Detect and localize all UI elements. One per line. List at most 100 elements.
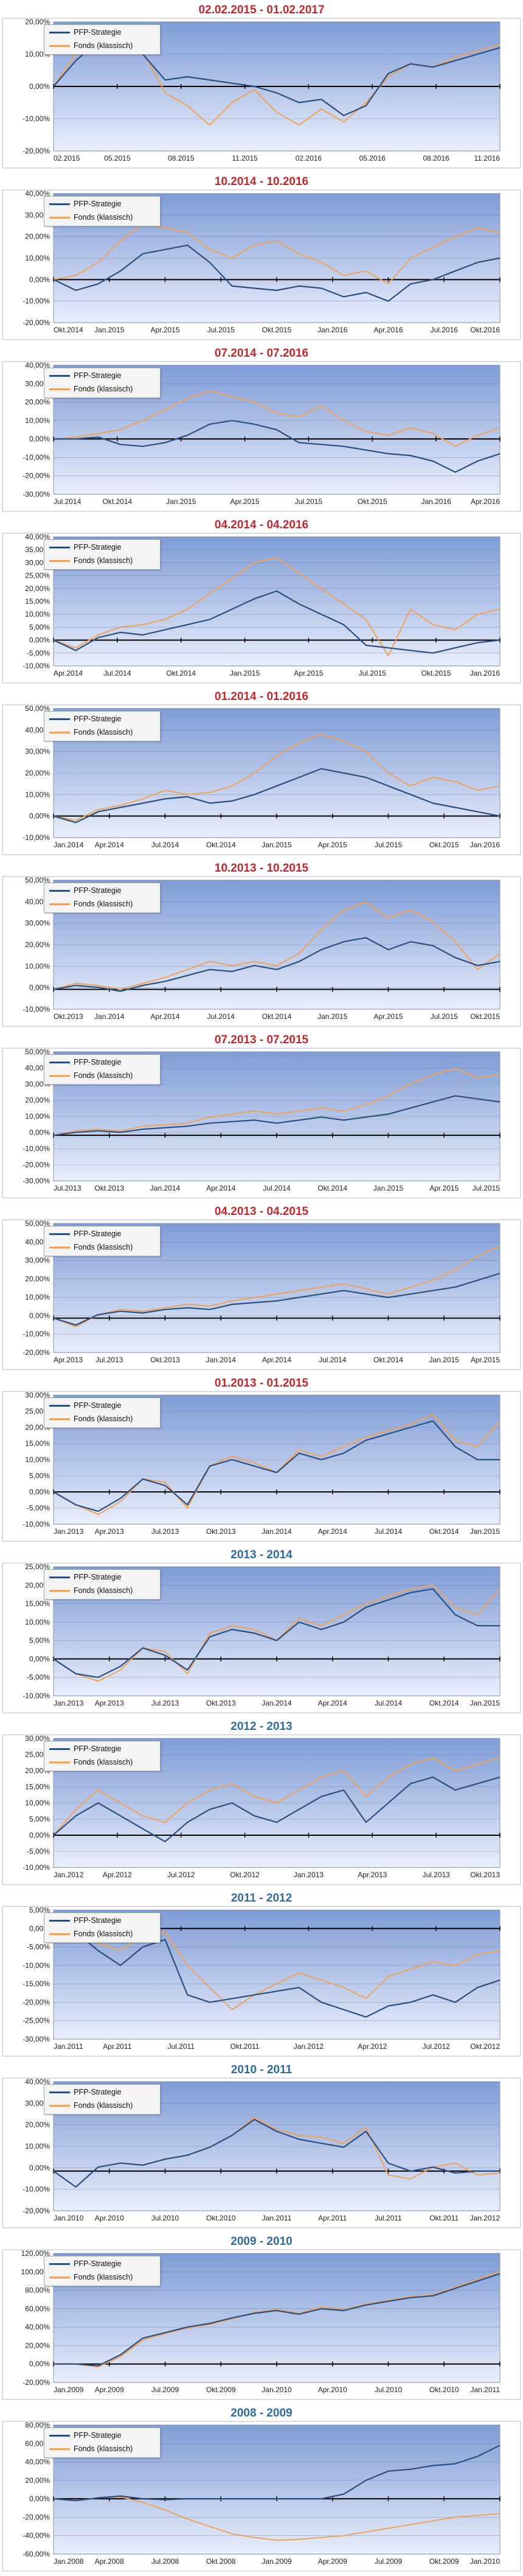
x-tick-label: Apr.2014 bbox=[318, 1527, 347, 1536]
y-tick-label: 0,00% bbox=[29, 812, 50, 821]
chart-title: 10.2014 - 10.2016 bbox=[214, 175, 309, 188]
legend-swatch-strategy bbox=[49, 2091, 70, 2094]
x-tick-label: Apr.2008 bbox=[95, 2557, 124, 2566]
legend-swatch-strategy bbox=[49, 1233, 70, 1236]
x-tick-label: Jan.2012 bbox=[470, 2214, 500, 2222]
y-tick-label: 0,00% bbox=[29, 1311, 50, 1320]
x-tick-label: Apr.2011 bbox=[103, 2042, 131, 2051]
y-tick-label: 20,00% bbox=[25, 2341, 50, 2350]
chart-legend: PFP-Strategie Fonds (klassisch) bbox=[44, 1054, 161, 1085]
y-tick-label: 0,00% bbox=[29, 984, 50, 992]
y-tick-label: -10,00% bbox=[23, 1961, 50, 1970]
x-tick-label: Jul.2015 bbox=[473, 1184, 500, 1192]
x-tick-label: Okt.2013 bbox=[94, 1184, 124, 1192]
series-line-strategy bbox=[54, 2273, 500, 2367]
chart-title: 02.02.2015 - 01.02.2017 bbox=[198, 4, 325, 16]
y-tick-label: 50,00% bbox=[25, 704, 50, 713]
x-tick-label: Jul.2012 bbox=[167, 1871, 195, 1879]
legend-entry-strategy: PFP-Strategie bbox=[49, 713, 122, 725]
chart-title: 07.2013 - 07.2015 bbox=[214, 1034, 309, 1046]
y-tick-label: 5,00% bbox=[29, 1906, 50, 1914]
x-tick-label: Apr.2014 bbox=[54, 669, 83, 677]
x-tick-label: Okt.2008 bbox=[206, 2557, 236, 2566]
legend-label-fund: Fonds (klassisch) bbox=[74, 1243, 133, 1251]
x-tick-label: Jul.2013 bbox=[95, 1356, 123, 1364]
chart-legend: PFP-Strategie Fonds (klassisch) bbox=[44, 539, 161, 570]
chart-svg: 50,00%40,00%30,00%20,00%10,00%0,00%-10,0… bbox=[2, 876, 521, 1027]
y-tick-label: -5,00% bbox=[27, 1504, 50, 1513]
x-tick-label: Okt.2015 bbox=[262, 326, 292, 334]
y-tick-label: -5,00% bbox=[27, 1673, 50, 1682]
legend-entry-strategy: PFP-Strategie bbox=[49, 884, 122, 897]
y-tick-label: 40,00% bbox=[25, 189, 50, 198]
y-tick-label: -10,00% bbox=[23, 1005, 50, 1013]
series-line-strategy bbox=[53, 1928, 500, 2018]
y-tick-label: 10,00% bbox=[25, 1293, 50, 1301]
chart-panel: 10.2013 - 10.2015 50,00% 40,00% 30,00% 20,00… bbox=[0, 858, 523, 1029]
x-tick-label: Okt.2014 bbox=[429, 1527, 459, 1536]
x-tick-label: Jul.2014 bbox=[54, 497, 81, 506]
y-tick-label: 0,00% bbox=[29, 1654, 50, 1663]
x-tick-label: Jan.2016 bbox=[470, 841, 500, 849]
legend-entry-fund: Fonds (klassisch) bbox=[49, 1069, 133, 1082]
x-tick-label: Jan.2012 bbox=[54, 1871, 84, 1879]
x-tick-label: Okt.2010 bbox=[429, 2385, 459, 2394]
chart-title: 2009 - 2010 bbox=[230, 2235, 293, 2248]
x-tick-label: Okt.2013 bbox=[470, 1871, 500, 1879]
legend-label-fund: Fonds (klassisch) bbox=[74, 2101, 133, 2110]
y-tick-label: -10,00% bbox=[23, 297, 50, 306]
x-tick-label: Jan.2015 bbox=[262, 841, 292, 849]
y-tick-label: 25,00% bbox=[25, 1563, 50, 1571]
chart-panel: 2010 - 2011 40,00% 30,00% 20,00% 10,00% 0,00%… bbox=[0, 2060, 523, 2230]
x-tick-label: Apr.2015 bbox=[373, 1012, 403, 1021]
x-tick-label: 08.2015 bbox=[168, 154, 195, 163]
legend-swatch-fund bbox=[49, 1762, 70, 1764]
x-tick-label: Apr.2015 bbox=[150, 326, 179, 334]
y-tick-label: 50,00% bbox=[25, 1048, 50, 1056]
x-tick-label: Apr.2015 bbox=[294, 669, 323, 677]
series-line-fund bbox=[53, 390, 500, 447]
y-tick-label: 100,00% bbox=[21, 2267, 50, 2276]
x-tick-label: 05.2015 bbox=[104, 154, 131, 163]
x-tick-label: Jan.2015 bbox=[317, 1012, 348, 1021]
legend-swatch-fund bbox=[49, 1247, 70, 1249]
y-tick-label: 0,00% bbox=[29, 636, 50, 645]
x-tick-label: Okt.2014 bbox=[429, 1699, 459, 1707]
y-tick-label: 0,00% bbox=[29, 435, 50, 443]
series-line-strategy bbox=[53, 768, 500, 824]
x-tick-label: Jan.2012 bbox=[294, 2042, 324, 2051]
legend-label-strategy: PFP-Strategie bbox=[74, 371, 122, 380]
x-tick-label: Jan.2016 bbox=[470, 669, 500, 677]
x-tick-label: Okt.2014 bbox=[317, 1184, 347, 1192]
y-tick-label: 20,00% bbox=[25, 18, 50, 26]
y-tick-label: 5,00% bbox=[29, 1472, 50, 1480]
chart-panel: 04.2013 - 04.2015 50,00% 40,00% 30,00% 20,00… bbox=[0, 1202, 523, 1372]
legend-entry-strategy: PFP-Strategie bbox=[49, 198, 122, 210]
legend-label-fund: Fonds (klassisch) bbox=[74, 1071, 133, 1080]
x-tick-label: Okt.2015 bbox=[358, 497, 387, 506]
x-tick-label: Jul.2016 bbox=[431, 326, 459, 334]
x-tick-label: Apr.2014 bbox=[262, 1356, 291, 1364]
chart-title: 10.2013 - 10.2015 bbox=[214, 862, 309, 875]
x-tick-label: Jul.2014 bbox=[103, 669, 131, 677]
legend-label-strategy: PFP-Strategie bbox=[74, 1745, 122, 1753]
legend-swatch-strategy bbox=[49, 1405, 70, 1407]
legend-entry-fund: Fonds (klassisch) bbox=[49, 1241, 133, 1253]
x-tick-label: Okt.2014 bbox=[262, 1012, 292, 1021]
x-tick-label: Jul.2015 bbox=[375, 841, 403, 849]
legend-label-fund: Fonds (klassisch) bbox=[74, 41, 133, 50]
x-tick-label: Okt.2011 bbox=[230, 2042, 260, 2051]
y-tick-label: -10,00% bbox=[23, 1144, 50, 1153]
y-tick-label: 40,00% bbox=[25, 533, 50, 541]
y-tick-label: 10,00% bbox=[25, 416, 50, 425]
y-tick-label: -40,00% bbox=[23, 2532, 50, 2540]
y-tick-label: 30,00% bbox=[25, 1391, 50, 1399]
series-line-fund bbox=[53, 1928, 500, 2011]
x-tick-label: Jul.2014 bbox=[319, 1356, 347, 1364]
legend-label-strategy: PFP-Strategie bbox=[74, 2259, 122, 2268]
legend-entry-strategy: PFP-Strategie bbox=[49, 2086, 122, 2098]
x-tick-label: Jan.2008 bbox=[54, 2557, 84, 2566]
legend-label-fund: Fonds (klassisch) bbox=[74, 1415, 133, 1423]
x-tick-label: Jul.2011 bbox=[375, 2214, 402, 2222]
